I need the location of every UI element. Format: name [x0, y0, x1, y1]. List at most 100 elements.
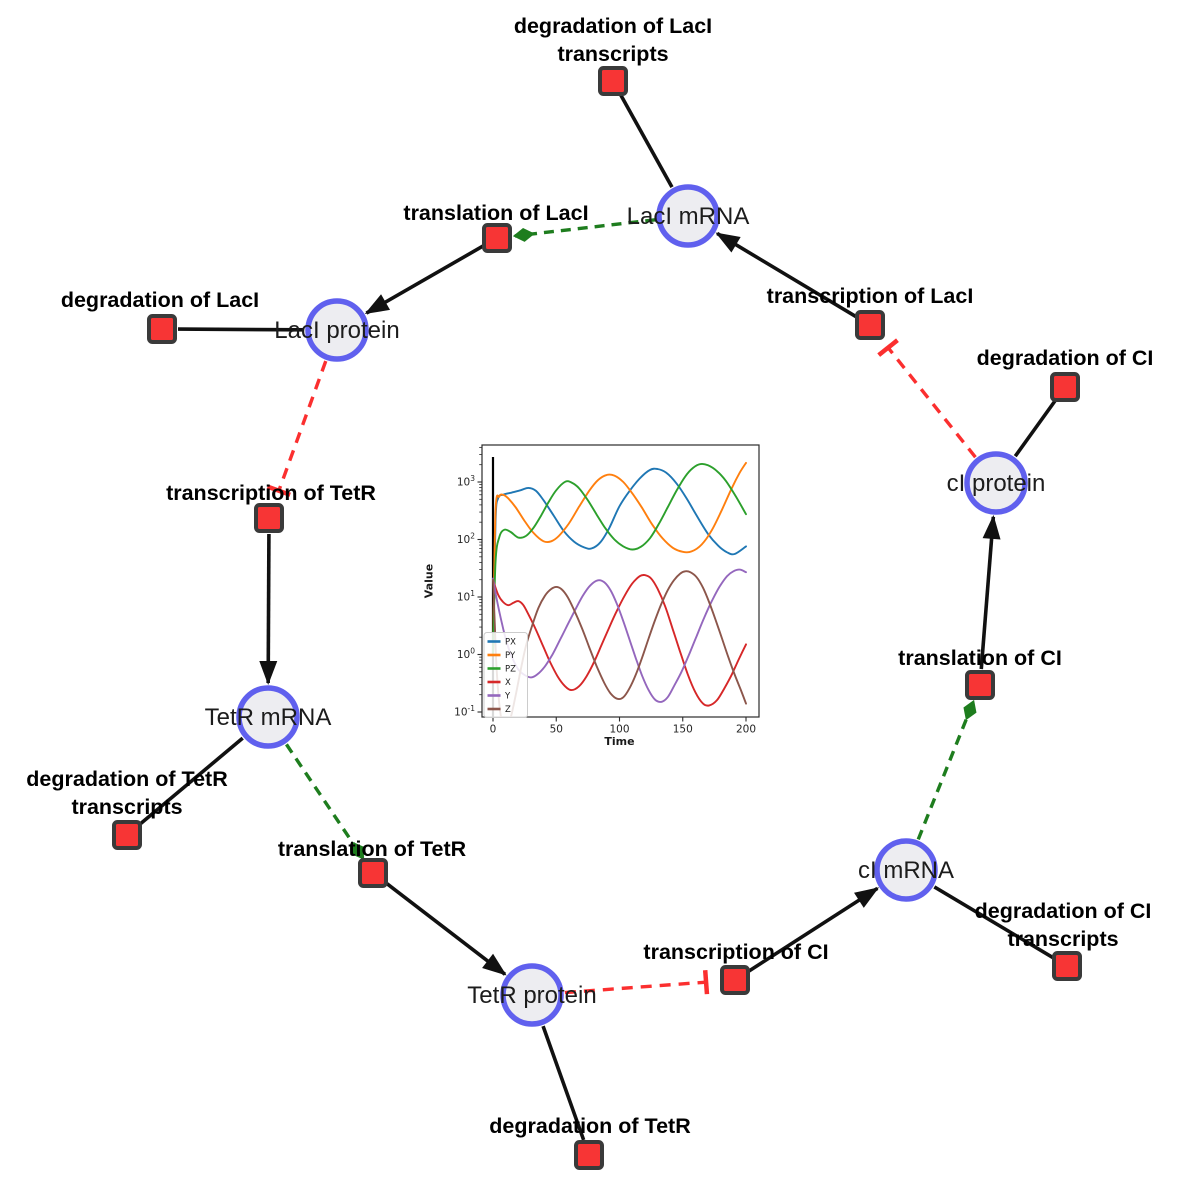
reaction-node-deg-ci-tx	[1052, 951, 1082, 981]
y-tick-label: 10-1	[454, 704, 475, 719]
reaction-label: translation of LacI	[403, 201, 588, 225]
edge-laci-protein-to-transcription-tetr	[266, 360, 328, 497]
series-Y	[492, 568, 747, 703]
edge-laci-mrna-to-deg-laci-tx	[619, 94, 674, 189]
species-label: LacI mRNA	[627, 203, 750, 230]
edge-transcription-tetr-to-tetr-mrna	[259, 533, 278, 686]
reaction-node-deg-laci-tx	[598, 66, 628, 96]
chart-y-axis-label: Value	[423, 564, 436, 598]
legend-label-PY: PY	[505, 651, 516, 661]
species-label: cI mRNA	[858, 857, 954, 884]
reaction-node-transcription-laci	[855, 310, 885, 340]
legend-label-Y: Y	[504, 692, 511, 702]
species-label: cI protein	[947, 470, 1046, 497]
series-X	[492, 573, 747, 707]
edge-tetr-mrna-to-deg-tetr-tx	[138, 736, 244, 827]
legend-label-X: X	[505, 678, 511, 688]
edge-ci-protein-to-deg-ci	[1013, 398, 1058, 458]
chart-legend: PX PY PZ XYZ	[483, 632, 528, 718]
series-PY	[492, 461, 747, 656]
labels-layer: degradation of LacI transcripts translatio…	[26, 14, 1153, 1138]
species-node-laci-protein	[305, 298, 369, 362]
x-tick-label: 100	[609, 724, 629, 736]
x-tick-label: 50	[550, 724, 563, 736]
species-circle	[305, 298, 369, 362]
reaction-label: translation of TetR	[278, 837, 467, 861]
x-tick-label: 150	[673, 724, 693, 736]
y-tick-label: 102	[457, 532, 475, 547]
x-tick-label: 200	[736, 724, 756, 736]
legend-label-PZ: PZ	[505, 665, 516, 675]
edge-translation-ci-to-ci-protein	[979, 514, 1001, 670]
reaction-label: transcription of LacI	[767, 284, 974, 308]
reaction-label: degradation of CI	[975, 899, 1152, 923]
reaction-label: degradation of LacI	[61, 288, 259, 312]
edge-translation-tetr-to-tetr-protein	[384, 881, 507, 976]
edge-tetr-protein-to-deg-tetr	[541, 1025, 586, 1141]
reaction-label: transcripts	[557, 42, 668, 66]
reaction-node-deg-laci	[147, 314, 177, 344]
x-tick-label: 0	[490, 724, 497, 736]
reaction-node-transcription-tetr	[254, 503, 284, 533]
species-label: TetR mRNA	[205, 704, 332, 731]
edge-transcription-ci-to-ci-mrna	[747, 886, 880, 973]
y-tick-label: 101	[457, 589, 475, 604]
reaction-square	[965, 670, 995, 700]
reaction-square	[482, 223, 512, 253]
chart-x-axis-label: Time	[604, 735, 634, 748]
reaction-square	[147, 314, 177, 344]
nodes-layer	[112, 66, 1082, 1170]
edge-transcription-laci-to-laci-mrna	[715, 231, 858, 319]
edge-tetr-protein-to-transcription-ci	[564, 970, 710, 995]
reaction-node-deg-tetr-tx	[112, 820, 142, 850]
reaction-label: degradation of TetR	[26, 767, 228, 791]
species-label: LacI protein	[274, 317, 399, 344]
edge-ci-protein-to-transcription-laci	[877, 338, 977, 459]
series-PX	[492, 467, 747, 656]
reaction-square	[358, 858, 388, 888]
species-circle	[874, 838, 938, 902]
edge-ci-mrna-to-translation-ci	[916, 699, 977, 840]
reaction-square	[112, 820, 142, 850]
reaction-node-translation-ci	[965, 670, 995, 700]
reaction-label: degradation of TetR	[489, 1114, 691, 1138]
reaction-label: transcripts	[1007, 927, 1118, 951]
reaction-label: degradation of LacI	[514, 14, 712, 38]
reaction-label: transcription of CI	[643, 940, 828, 964]
reaction-node-deg-tetr	[574, 1140, 604, 1170]
legend-label-Z: Z	[505, 705, 511, 715]
reaction-square	[598, 66, 628, 96]
reaction-square	[574, 1140, 604, 1170]
reaction-node-transcription-ci	[720, 965, 750, 995]
series-PZ	[492, 462, 747, 656]
timecourse-chart: 0 50 100 150 20010-1100101102103ValueTimePXP…	[423, 444, 760, 748]
species-label: TetR protein	[467, 982, 596, 1009]
reaction-node-translation-tetr	[358, 858, 388, 888]
reaction-label: degradation of CI	[977, 346, 1154, 370]
reaction-square	[1052, 951, 1082, 981]
species-node-ci-protein	[964, 451, 1028, 515]
species-circle	[236, 685, 300, 749]
reaction-square	[855, 310, 885, 340]
y-tick-label: 100	[457, 647, 475, 662]
edges-layer	[138, 94, 1058, 1141]
edge-tetr-mrna-to-translation-tetr	[285, 743, 365, 860]
chart-axes-box	[481, 444, 760, 718]
species-node-tetr-protein	[500, 963, 564, 1027]
reaction-square	[1050, 372, 1080, 402]
reaction-square	[720, 965, 750, 995]
species-circle	[656, 184, 720, 248]
edge-laci-mrna-to-translation-laci	[512, 218, 656, 242]
reaction-label: translation of CI	[898, 646, 1062, 670]
species-circle	[500, 963, 564, 1027]
legend-label-PX: PX	[505, 638, 516, 648]
edge-translation-laci-to-laci-protein	[364, 244, 485, 315]
edge-ci-mrna-to-deg-ci-tx	[933, 885, 1055, 960]
species-circle	[964, 451, 1028, 515]
reaction-label: transcripts	[71, 795, 182, 819]
species-node-laci-mrna	[656, 184, 720, 248]
reaction-square	[254, 503, 284, 533]
y-tick-label: 103	[457, 474, 475, 489]
